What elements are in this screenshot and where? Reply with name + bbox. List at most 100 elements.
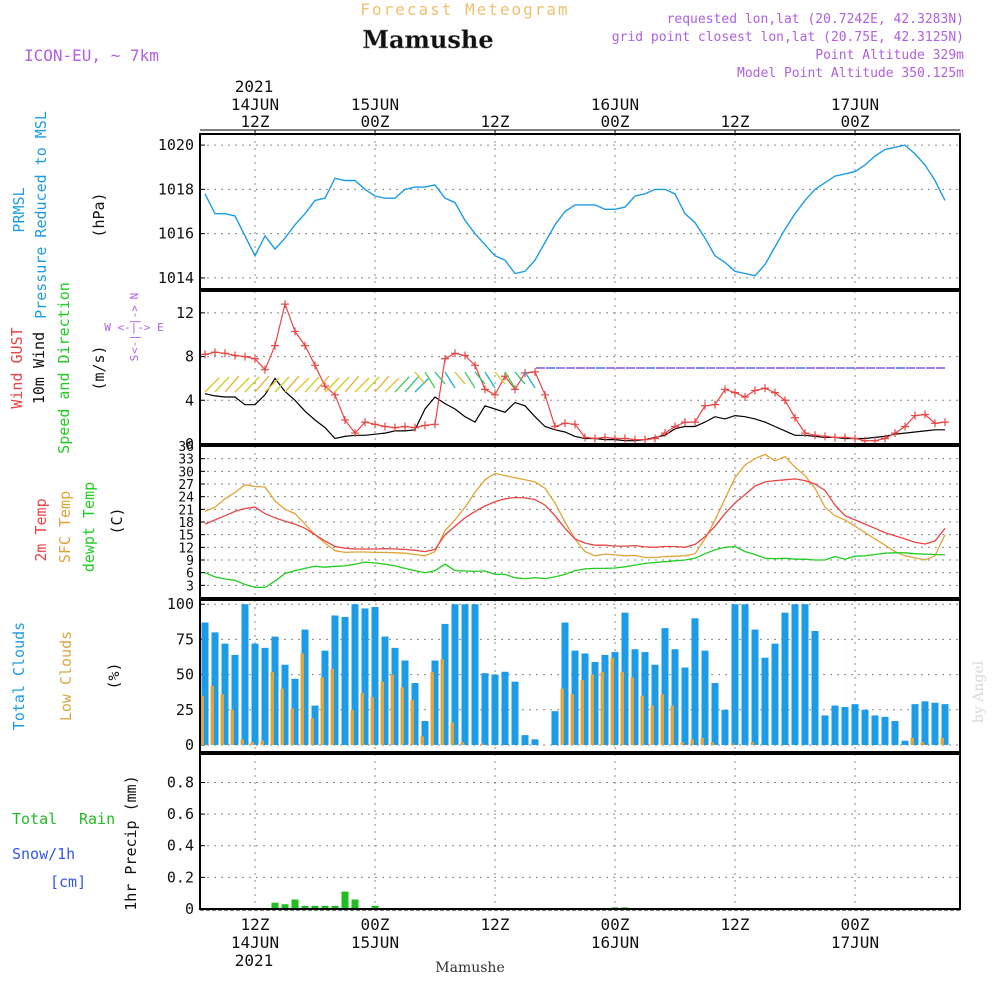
wind-direction-arrow — [354, 377, 370, 393]
wind-direction-arrow — [314, 375, 330, 393]
total-cloud-bar — [841, 706, 849, 745]
wind-gust-marker — [731, 388, 739, 397]
total-cloud-bar — [591, 661, 599, 745]
y-tick-label: 9 — [186, 554, 194, 569]
cloud-unit: (%) — [105, 662, 123, 689]
wind-gust-marker — [231, 351, 239, 360]
wind-gust-marker — [221, 349, 229, 358]
y-tick-label: 30 — [178, 465, 194, 480]
wind-gust-marker — [351, 429, 359, 438]
total-cloud-bar — [781, 612, 789, 745]
snow-unit-label: [cm] — [50, 873, 86, 891]
y-tick-label: 12 — [178, 541, 194, 556]
total-cloud-bar — [581, 653, 589, 745]
top-axis-hour: 12Z — [721, 112, 750, 131]
panel-border — [199, 753, 961, 910]
point-altitude: Point Altitude 329m — [815, 48, 964, 63]
wind-gust-marker — [411, 423, 419, 432]
total-cloud-bar — [941, 704, 949, 745]
wind-direction-arrow — [344, 375, 360, 393]
total-cloud-bar — [501, 671, 509, 745]
low-cloud-bar — [270, 671, 274, 745]
panel-border — [199, 133, 961, 290]
y-tick-label: 0.6 — [167, 805, 194, 823]
total-cloud-bar — [361, 608, 369, 745]
total-cloud-bar — [691, 618, 699, 745]
wind-gust-marker — [561, 419, 569, 428]
wind-gust-marker — [831, 433, 839, 442]
y-tick-label: 1018 — [158, 180, 194, 198]
bottom-axis-date: 17JUN — [831, 933, 879, 952]
total-cloud-bar — [341, 616, 349, 745]
total-cloud-bar — [201, 622, 209, 745]
wind-direction-arrow — [274, 376, 290, 393]
y-tick-label: 3 — [186, 579, 194, 594]
total-cloud-bar — [411, 683, 419, 745]
wind-direction-arrow — [494, 371, 506, 385]
wind-gust-marker — [421, 421, 429, 430]
sfc-temp-line — [204, 453, 946, 561]
precip-unit: 1hr Precip (mm) — [122, 775, 140, 910]
snow-label: Snow/1h — [12, 845, 75, 863]
wind-gust-marker — [381, 422, 389, 431]
wind-gust-marker — [841, 433, 849, 442]
wind-gust-marker — [781, 396, 789, 405]
wind-gust-marker — [651, 434, 659, 443]
total-cloud-bar — [421, 721, 429, 745]
wind-gust-marker — [331, 390, 339, 399]
total-cloud-bar — [871, 715, 879, 746]
top-axis-date: 17JUN — [831, 95, 879, 114]
wind-gust-marker — [201, 350, 209, 359]
low-cloud-bar — [680, 742, 684, 745]
total-cloud-bar — [461, 604, 469, 745]
bottom-axis-date: 15JUN — [351, 933, 399, 952]
low-cloud-bar — [250, 742, 254, 745]
wind-gust-marker — [431, 420, 439, 429]
rain-bar — [331, 905, 339, 910]
model-altitude: Model Point Altitude 350.125m — [737, 66, 964, 81]
panel-border — [199, 445, 961, 599]
wind-gust-marker — [711, 400, 719, 409]
footer-location: Mamushe — [435, 960, 504, 976]
wind-direction-arrow — [394, 376, 410, 393]
y-tick-label: 75 — [176, 630, 194, 648]
rain-bar — [351, 899, 359, 910]
total-cloud-bar — [391, 647, 399, 745]
bottom-axis-hour: 12Z — [481, 915, 510, 934]
wind-unit: (m/s) — [90, 345, 108, 390]
rain-bar — [321, 905, 329, 910]
wind-gust-marker — [551, 422, 559, 431]
precip-panel: 0 0.2 0.4 0.6 0.8 — [167, 753, 961, 918]
rain-bar — [301, 905, 309, 910]
low-cloud-bar — [710, 742, 714, 745]
total-cloud-bar — [801, 604, 809, 745]
total-cloud-bar — [911, 704, 919, 745]
rain-bar — [311, 905, 319, 910]
wind-gust-marker — [911, 411, 919, 420]
total-cloud-bar — [261, 647, 269, 745]
temp-unit: (C) — [108, 507, 126, 534]
wind-direction-arrow — [244, 376, 260, 393]
total-cloud-bar — [661, 628, 669, 745]
wind-gust-marker — [721, 385, 729, 394]
wind-gust-marker — [291, 327, 299, 336]
rain-bar — [341, 891, 349, 910]
low-cloud-bar — [320, 677, 324, 746]
wind-direction-arrow — [514, 371, 526, 385]
wind-gust-marker — [811, 431, 819, 440]
rain-label: Rain — [79, 810, 115, 828]
total-cloud-bar — [761, 657, 769, 746]
pressure-label-prmsl: PRMSL — [10, 187, 28, 232]
wind-gust-marker — [881, 434, 889, 443]
wind-panel: 0 4 8 12 — [176, 290, 961, 453]
wind-direction-arrow — [424, 371, 436, 389]
wind-gust-marker — [391, 423, 399, 432]
low-cloud-bar — [910, 737, 914, 745]
bottom-axis-hour: 12Z — [721, 915, 750, 934]
total-cloud-bar — [771, 643, 779, 745]
wind-direction-arrow — [504, 371, 516, 389]
total-cloud-bar — [641, 652, 649, 745]
total-cloud-bar — [681, 667, 689, 745]
pressure-unit: (hPa) — [90, 192, 108, 237]
